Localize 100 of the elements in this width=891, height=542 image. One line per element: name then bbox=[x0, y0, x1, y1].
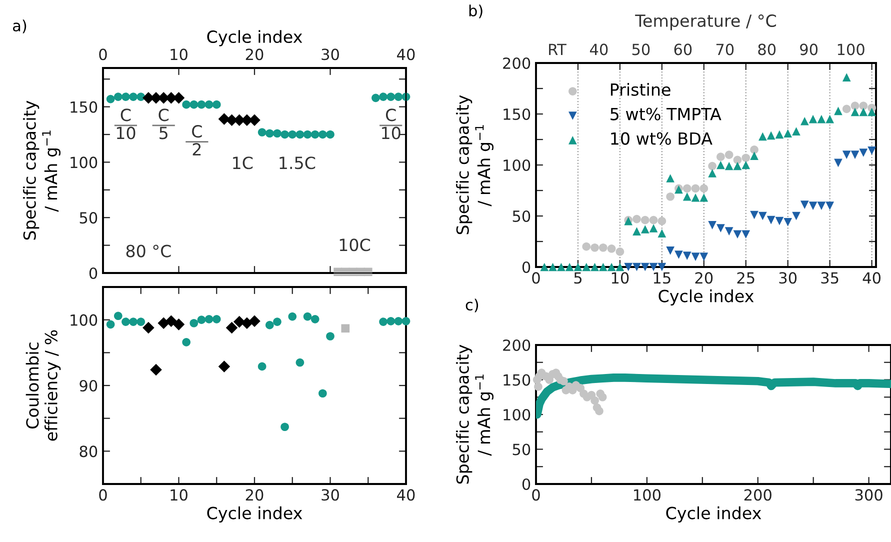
point bbox=[649, 262, 658, 272]
point bbox=[784, 129, 792, 138]
y-axis-title: Specific capacity / mAh g$^{−1}$ bbox=[456, 344, 494, 484]
x-tick-label: 0 bbox=[532, 272, 540, 284]
point bbox=[859, 108, 868, 116]
x-tick-label: 5 bbox=[574, 272, 582, 284]
point bbox=[758, 132, 767, 141]
point bbox=[280, 130, 289, 139]
point bbox=[742, 160, 750, 170]
x-tick-label: 300 bbox=[855, 489, 882, 501]
point bbox=[226, 322, 238, 334]
point bbox=[590, 262, 599, 272]
point bbox=[106, 320, 115, 329]
annotation: 10C bbox=[340, 238, 370, 252]
point bbox=[750, 146, 758, 154]
point bbox=[742, 230, 750, 239]
text: c) bbox=[466, 298, 478, 312]
annotation: C 5 bbox=[158, 108, 169, 140]
annotation: 1C bbox=[233, 156, 253, 170]
y-tick-label: 150 bbox=[504, 108, 530, 120]
x2-tick-label: 10 bbox=[170, 48, 188, 60]
point bbox=[142, 322, 154, 334]
point bbox=[716, 224, 725, 232]
x-tick-label: 10 bbox=[170, 489, 188, 501]
x-tick-label: 10 bbox=[612, 272, 629, 284]
point bbox=[190, 318, 198, 328]
point bbox=[624, 262, 633, 272]
point bbox=[197, 316, 206, 324]
y-axis-title: Coulombic efficiency / % bbox=[26, 330, 61, 441]
point bbox=[800, 116, 809, 126]
y-tick-label: 90 bbox=[80, 380, 98, 392]
point bbox=[204, 315, 214, 324]
y-tick-label: 100 bbox=[504, 159, 530, 172]
x-tick-label: 30 bbox=[322, 489, 339, 501]
point bbox=[165, 315, 178, 328]
point bbox=[850, 150, 860, 159]
annotation: 80 °C bbox=[126, 244, 171, 258]
point bbox=[616, 248, 624, 256]
point bbox=[834, 158, 842, 168]
point bbox=[826, 202, 834, 210]
point bbox=[708, 221, 716, 230]
point bbox=[700, 193, 708, 202]
point bbox=[649, 216, 658, 224]
point bbox=[859, 102, 868, 110]
point bbox=[114, 92, 122, 101]
point bbox=[640, 225, 650, 234]
y-axis-title: Specific capacity / mAh g$^{−1}$ bbox=[456, 95, 494, 234]
x-axis-title: Cycle index bbox=[658, 289, 754, 306]
x-tick-label: 20 bbox=[246, 489, 264, 501]
point bbox=[666, 246, 674, 255]
legend-label: 10 wt% BDA bbox=[611, 132, 712, 145]
point bbox=[136, 318, 146, 326]
point bbox=[379, 318, 388, 326]
x-axis-title: Cycle index bbox=[207, 506, 302, 523]
point bbox=[658, 229, 666, 238]
point bbox=[666, 192, 674, 201]
point bbox=[150, 364, 162, 376]
point bbox=[318, 130, 327, 139]
y-tick-label: 0 bbox=[522, 261, 530, 274]
point bbox=[218, 360, 230, 372]
y-axis-title: Specific capacity / mAh g$^{−1}$ bbox=[23, 100, 60, 240]
point bbox=[394, 92, 403, 101]
point bbox=[273, 129, 282, 138]
y-tick-label: 50 bbox=[512, 210, 530, 222]
x-tick-label: 40 bbox=[862, 272, 881, 284]
point bbox=[595, 406, 604, 416]
point bbox=[808, 202, 818, 210]
text: 50 bbox=[632, 44, 650, 56]
point bbox=[182, 100, 190, 109]
text: 90 bbox=[800, 44, 818, 56]
text: b) bbox=[469, 4, 482, 18]
point bbox=[716, 160, 725, 170]
point bbox=[632, 262, 641, 272]
point bbox=[598, 392, 607, 402]
annotation: C 10 bbox=[382, 108, 400, 140]
x-tick-label: 200 bbox=[744, 489, 772, 501]
point bbox=[733, 162, 742, 170]
legend-label: Pristine bbox=[610, 83, 670, 96]
text: 100 bbox=[838, 44, 864, 56]
point bbox=[598, 262, 608, 272]
text: 80 bbox=[758, 44, 776, 56]
point bbox=[724, 227, 734, 236]
point bbox=[296, 358, 304, 367]
y-tick-label: 0 bbox=[522, 478, 530, 490]
point bbox=[800, 200, 809, 209]
legend-label: 5 wt% TMPTA bbox=[610, 108, 722, 120]
point bbox=[310, 130, 320, 139]
point bbox=[850, 102, 860, 110]
point bbox=[775, 216, 784, 226]
point bbox=[106, 94, 115, 104]
point bbox=[674, 250, 683, 259]
point bbox=[265, 129, 274, 138]
point bbox=[658, 262, 666, 272]
point bbox=[122, 92, 130, 101]
point bbox=[326, 332, 334, 340]
point bbox=[182, 338, 190, 346]
point bbox=[303, 312, 312, 321]
point bbox=[296, 130, 304, 139]
point bbox=[640, 216, 650, 224]
point bbox=[172, 318, 185, 330]
